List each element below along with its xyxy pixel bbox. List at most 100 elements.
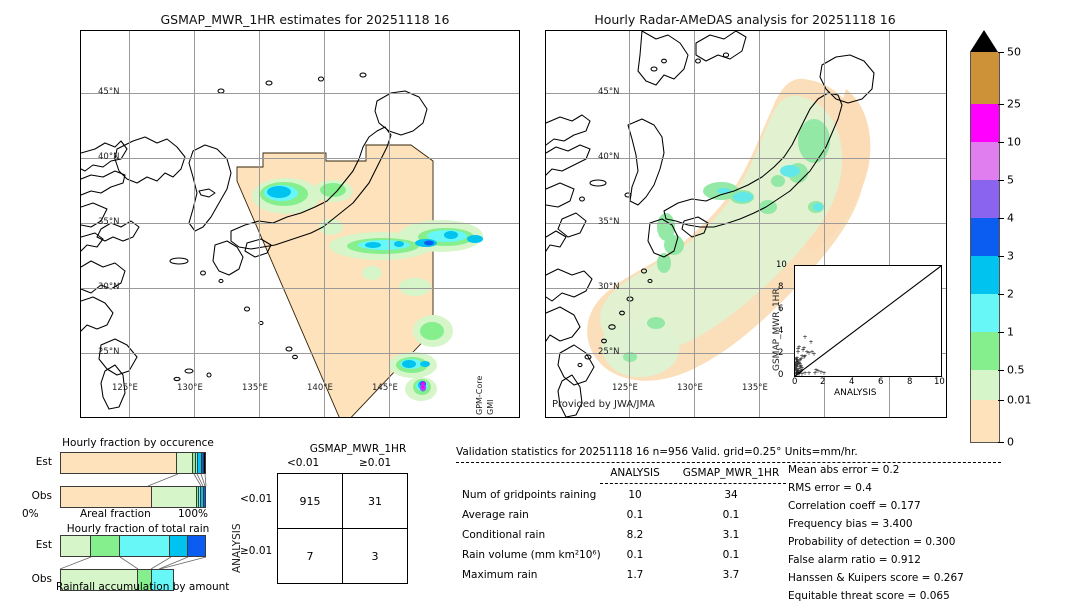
svg-text:+: + [815,368,820,375]
left-map-coastlines [81,72,483,417]
gridline-lon-135-right [759,31,760,417]
svg-text:+: + [797,361,802,368]
right-lat-label-4: 25°N [598,347,620,357]
svg-text:+: + [809,349,814,356]
colorbar-tick-1 [998,332,1004,333]
left-lon-label-3: 140°E [307,383,333,393]
occurrence-obs-seg-0 [61,487,152,507]
validation-score-3: Frequency bias = 3.400 [788,518,913,530]
occurrence-xmax-label: 100% [178,508,209,520]
gridline-lat-25-right [546,353,946,354]
scatter-y-tick-8: 8 [778,282,784,292]
validation-col-header-analysis: ANALYSIS [610,467,660,479]
totalrain-est-seg-001 [61,536,92,556]
left-lon-label-2: 135°E [242,383,268,393]
totalrain-est-seg-1 [120,536,171,556]
svg-text:+: + [795,370,800,376]
validation-row-analysis-0: 10 [628,489,642,501]
colorbar-tick-25 [998,104,1004,105]
svg-text:+: + [795,368,800,375]
colorbar-label-1: 1 [1007,325,1014,339]
svg-text:+: + [799,353,804,360]
gridline-lat-25 [81,353,519,354]
colorbar-tick-10 [998,142,1004,143]
left-lat-label-4: 25°N [98,347,120,357]
occurrence-row-label-est: Est [35,456,52,468]
left-sensor-label-line2: GMI [486,399,495,415]
occurrence-est-seg-05 [192,453,196,473]
scatter-y-tick-6: 6 [778,304,784,314]
occurrence-est-seg-4 [203,453,205,473]
svg-text:+: + [795,364,800,371]
svg-text:+: + [801,354,806,361]
validation-row-gsmap-2: 3.1 [722,529,740,541]
colorbar-label-001: 0.01 [1007,393,1032,407]
left-lat-label-3: 30°N [98,282,120,292]
totalrain-row-label-est: Est [35,539,52,551]
svg-text:+: + [795,360,799,367]
contingency-table[interactable]: 915 31 7 3 [277,473,408,584]
svg-text:+: + [806,370,811,376]
colorbar-tick-001 [998,400,1004,401]
svg-text:+: + [799,367,804,374]
occurrence-bar-obs[interactable] [60,486,206,508]
colorbar-over-arrow [970,30,998,52]
colorbar-seg-2-3 [970,294,1000,332]
gridline-lat-35 [81,223,519,224]
svg-text:+: + [798,368,803,375]
table-row: 915 31 [277,473,408,529]
svg-text:+: + [795,346,800,353]
occurrence-obs-seg-3 [203,487,205,507]
validation-row-label-4: Maximum rain [462,569,538,581]
scatter-x-tick-6: 6 [878,377,884,387]
validation-divider-cols [600,483,786,484]
contingency-row-header-0: <0.01 [240,493,273,505]
right-lon-label-2: 135°E [742,383,768,393]
right-map-panel[interactable]: 45°N 40°N 35°N 30°N 25°N 125°E 130°E 135… [545,30,947,418]
svg-text:+: + [797,364,802,371]
svg-text:+: + [797,369,802,376]
colorbar-tick-4 [998,218,1004,219]
contingency-cell-10: 7 [277,528,343,584]
validation-row-analysis-2: 8.2 [626,529,644,541]
svg-text:+: + [797,357,802,364]
totalrain-bar-obs[interactable] [60,569,174,591]
contingency-title: GSMAP_MWR_1HR [309,443,407,455]
gridline-lon-130 [194,31,195,417]
totalrain-est-seg-3 [187,536,205,556]
validation-row-analysis-1: 0.1 [626,509,644,521]
contingency-row-header-1: ≥0.01 [240,545,273,557]
contingency-col-header-0: <0.01 [287,457,320,469]
validation-score-4: Probability of detection = 0.300 [788,536,956,548]
validation-score-0: Mean abs error = 0.2 [788,464,900,476]
right-lat-label-2: 35°N [598,217,620,227]
left-panel-title: GSMAP_MWR_1HR estimates for 20251118 16 [160,12,450,27]
colorbar-seg-10-25 [970,142,1000,180]
svg-text:+: + [795,359,800,366]
svg-text:+: + [795,370,800,376]
svg-text:+: + [795,361,798,368]
occurrence-est-seg-001 [176,453,193,473]
svg-text:+: + [796,366,801,373]
occurrence-est-seg-1 [195,453,199,473]
colorbar-tick-3 [998,256,1004,257]
svg-text:+: + [795,349,800,356]
colorbar-tick-50 [998,52,1004,53]
totalrain-bar-est[interactable] [60,535,206,557]
left-sensor-label-line1: GPM-Core [475,375,484,415]
svg-text:+: + [796,371,801,376]
scatter-x-axis-title: ANALYSIS [834,388,877,398]
occurrence-bar-est[interactable] [60,452,206,474]
colorbar[interactable]: 50 25 10 5 4 3 2 1 0.5 0.01 0 [970,30,1070,449]
validation-row-gsmap-3: 0.1 [722,549,740,561]
left-lat-label-2: 35°N [98,217,120,227]
gridline-lat-40 [81,158,519,159]
scatter-x-tick-4: 4 [849,377,855,387]
totalrain-row-label-obs: Obs [31,573,52,585]
left-map-panel[interactable]: 45°N 40°N 35°N 30°N 25°N 125°E 130°E 135… [80,30,520,418]
totalrain-est-seg-2 [170,536,188,556]
validation-row-analysis-4: 1.7 [626,569,644,581]
totalrain-obs-seg-001 [61,570,139,590]
colorbar-label-25: 25 [1007,97,1021,111]
scatter-inset[interactable]: + + + + + + + + + + + + + + + + + + + + + + + + + + + + + + … [792,265,942,378]
